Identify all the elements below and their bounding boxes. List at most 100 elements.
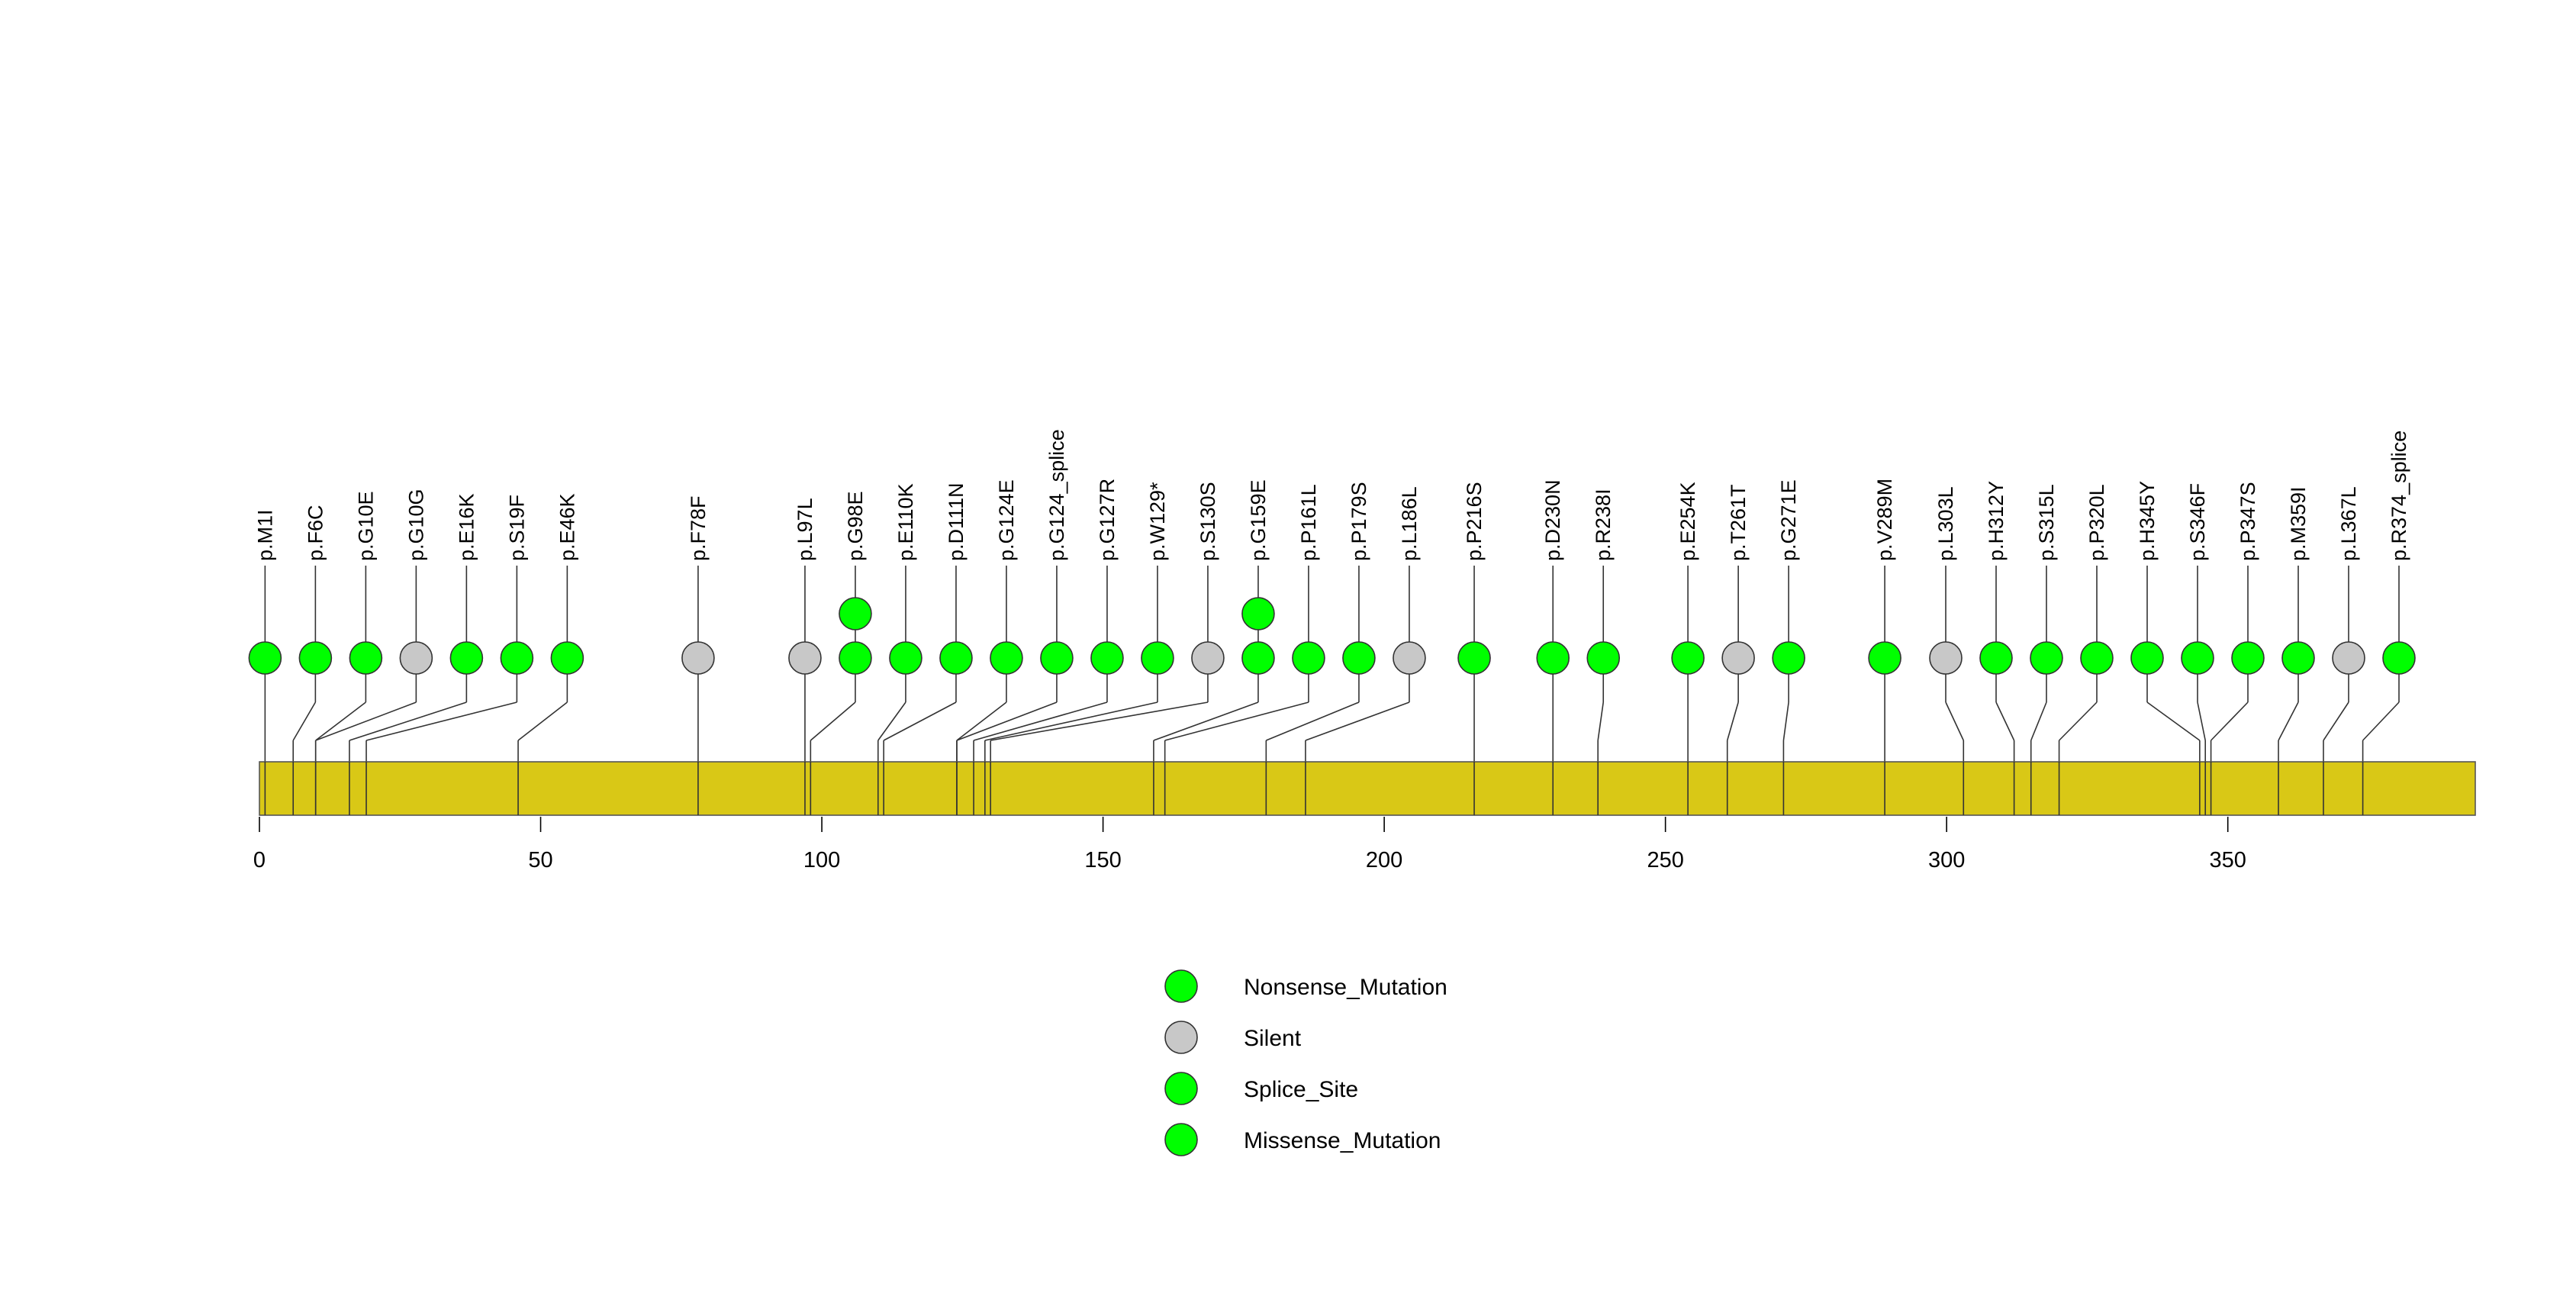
mutation-label: p.G124E bbox=[995, 479, 1018, 561]
connector-slant bbox=[1153, 701, 1259, 741]
connector-slant bbox=[2059, 701, 2098, 741]
mutation-label: p.G98E bbox=[844, 491, 867, 561]
connector-slant bbox=[1782, 701, 1789, 741]
connector-slant bbox=[984, 701, 1158, 741]
mutation-label: p.E254K bbox=[1676, 482, 1699, 561]
mutation-label: p.L367L bbox=[2337, 486, 2360, 561]
mutation-label: p.M1I bbox=[253, 509, 276, 561]
mutation-dot bbox=[550, 641, 584, 675]
mutation-dot bbox=[2030, 641, 2063, 675]
mutation-label: p.H345Y bbox=[2136, 481, 2159, 561]
mutation-dot bbox=[248, 641, 282, 675]
mutation-dot bbox=[1868, 641, 1901, 675]
mutation-label: p.H312Y bbox=[1985, 481, 2008, 561]
mutation-dot bbox=[2080, 641, 2114, 675]
mutation-dot bbox=[788, 641, 822, 675]
mutation-label: p.F6C bbox=[304, 505, 327, 561]
mutation-dot bbox=[1772, 641, 1805, 675]
mutation-dot bbox=[1040, 641, 1074, 675]
stem-lines bbox=[264, 566, 2400, 762]
mutation-label: p.P161L bbox=[1297, 484, 1320, 561]
mutation-label: p.G159E bbox=[1247, 479, 1270, 561]
mutation-dot bbox=[1457, 641, 1491, 675]
mutation-label: p.G271E bbox=[1777, 479, 1800, 561]
mutation-label: p.E16K bbox=[455, 493, 478, 561]
connector-slant bbox=[2197, 701, 2206, 741]
x-tick-label: 350 bbox=[2210, 848, 2246, 872]
mutation-label: p.V289M bbox=[1873, 479, 1896, 561]
legend-label: Silent bbox=[1244, 1026, 1302, 1051]
connector-slant bbox=[2146, 701, 2201, 741]
mutation-dot bbox=[1671, 641, 1705, 675]
connector-slant bbox=[517, 701, 568, 741]
mutation-dot bbox=[839, 641, 872, 675]
position-marks bbox=[264, 762, 2364, 815]
mutation-label: p.R238I bbox=[1592, 489, 1615, 561]
connector-slant bbox=[315, 701, 366, 741]
legend-swatch bbox=[1164, 1021, 1198, 1054]
mutation-dot bbox=[1241, 641, 1275, 675]
connector-slant bbox=[2362, 701, 2400, 741]
mutation-label: p.G10E bbox=[354, 491, 377, 561]
mutation-dot bbox=[2130, 641, 2164, 675]
connector-slant bbox=[956, 701, 1058, 741]
mutation-label: p.M359I bbox=[2287, 486, 2310, 561]
mutation-label: p.S19F bbox=[505, 495, 528, 561]
mutation-dot bbox=[1586, 641, 1621, 675]
mutation-dot bbox=[1241, 597, 1275, 630]
mutation-label: p.G124_splice bbox=[1045, 429, 1068, 561]
mutation-dot bbox=[2332, 641, 2365, 675]
mutation-dot bbox=[839, 597, 872, 630]
connector-slant bbox=[2278, 701, 2299, 741]
mutation-dot bbox=[1536, 641, 1570, 675]
mutation-label: p.P179S bbox=[1348, 482, 1370, 561]
mutation-label: p.E110K bbox=[894, 483, 917, 561]
mutation-label: p.P320L bbox=[2085, 484, 2108, 561]
mutation-dot bbox=[500, 641, 534, 675]
connector-slant bbox=[810, 701, 856, 741]
connector-slant bbox=[1164, 701, 1309, 741]
mutation-dot bbox=[2281, 641, 2315, 675]
connector-slant bbox=[1305, 701, 1410, 741]
connector-slant bbox=[877, 701, 906, 741]
mutation-dot bbox=[449, 641, 484, 675]
mutation-label: p.P347S bbox=[2236, 482, 2259, 561]
mutation-dot bbox=[2382, 641, 2416, 675]
connector-slant bbox=[1266, 701, 1360, 741]
connector-slant bbox=[956, 701, 1007, 741]
x-tick-label: 100 bbox=[803, 848, 840, 872]
x-tick-label: 200 bbox=[1366, 848, 1402, 872]
mutation-dot bbox=[349, 641, 383, 675]
legend-swatch bbox=[1164, 1123, 1198, 1156]
connector-slant bbox=[2323, 701, 2349, 741]
connector-slant bbox=[1945, 701, 1965, 741]
connector-slant bbox=[2030, 701, 2047, 741]
mutation-dot bbox=[681, 641, 715, 675]
mutation-label: p.P216S bbox=[1463, 482, 1486, 561]
mutation-dots bbox=[248, 597, 2416, 675]
mutation-dot bbox=[990, 641, 1023, 675]
legend-swatch bbox=[1164, 969, 1198, 1003]
mutation-dot bbox=[399, 641, 433, 675]
legend-label: Missense_Mutation bbox=[1244, 1128, 1441, 1153]
mutation-dot bbox=[889, 641, 923, 675]
connector-slant bbox=[2211, 701, 2249, 741]
mutation-dot bbox=[2181, 641, 2214, 675]
x-tick-label: 250 bbox=[1647, 848, 1683, 872]
connector-slant bbox=[292, 701, 317, 741]
mutation-dot bbox=[1721, 641, 1755, 675]
x-tick-label: 150 bbox=[1084, 848, 1121, 872]
mutation-labels: p.M1I p.F6C p.G10E p.G10G p.E16K p.S19F p.E46K… bbox=[253, 429, 2410, 561]
mutation-dot bbox=[2231, 641, 2265, 675]
connector-slant bbox=[1726, 701, 1739, 741]
mutation-label: p.S315L bbox=[2035, 484, 2058, 561]
mutation-dot bbox=[1141, 641, 1174, 675]
mutation-dot bbox=[1929, 641, 1963, 675]
mutation-dot bbox=[1090, 641, 1124, 675]
mutation-label: p.F78F bbox=[687, 495, 710, 561]
x-tick-label: 0 bbox=[253, 848, 266, 872]
mutation-label: p.G127R bbox=[1096, 479, 1119, 561]
mutation-label: p.R374_splice bbox=[2388, 431, 2410, 561]
connector-slant bbox=[349, 701, 467, 741]
